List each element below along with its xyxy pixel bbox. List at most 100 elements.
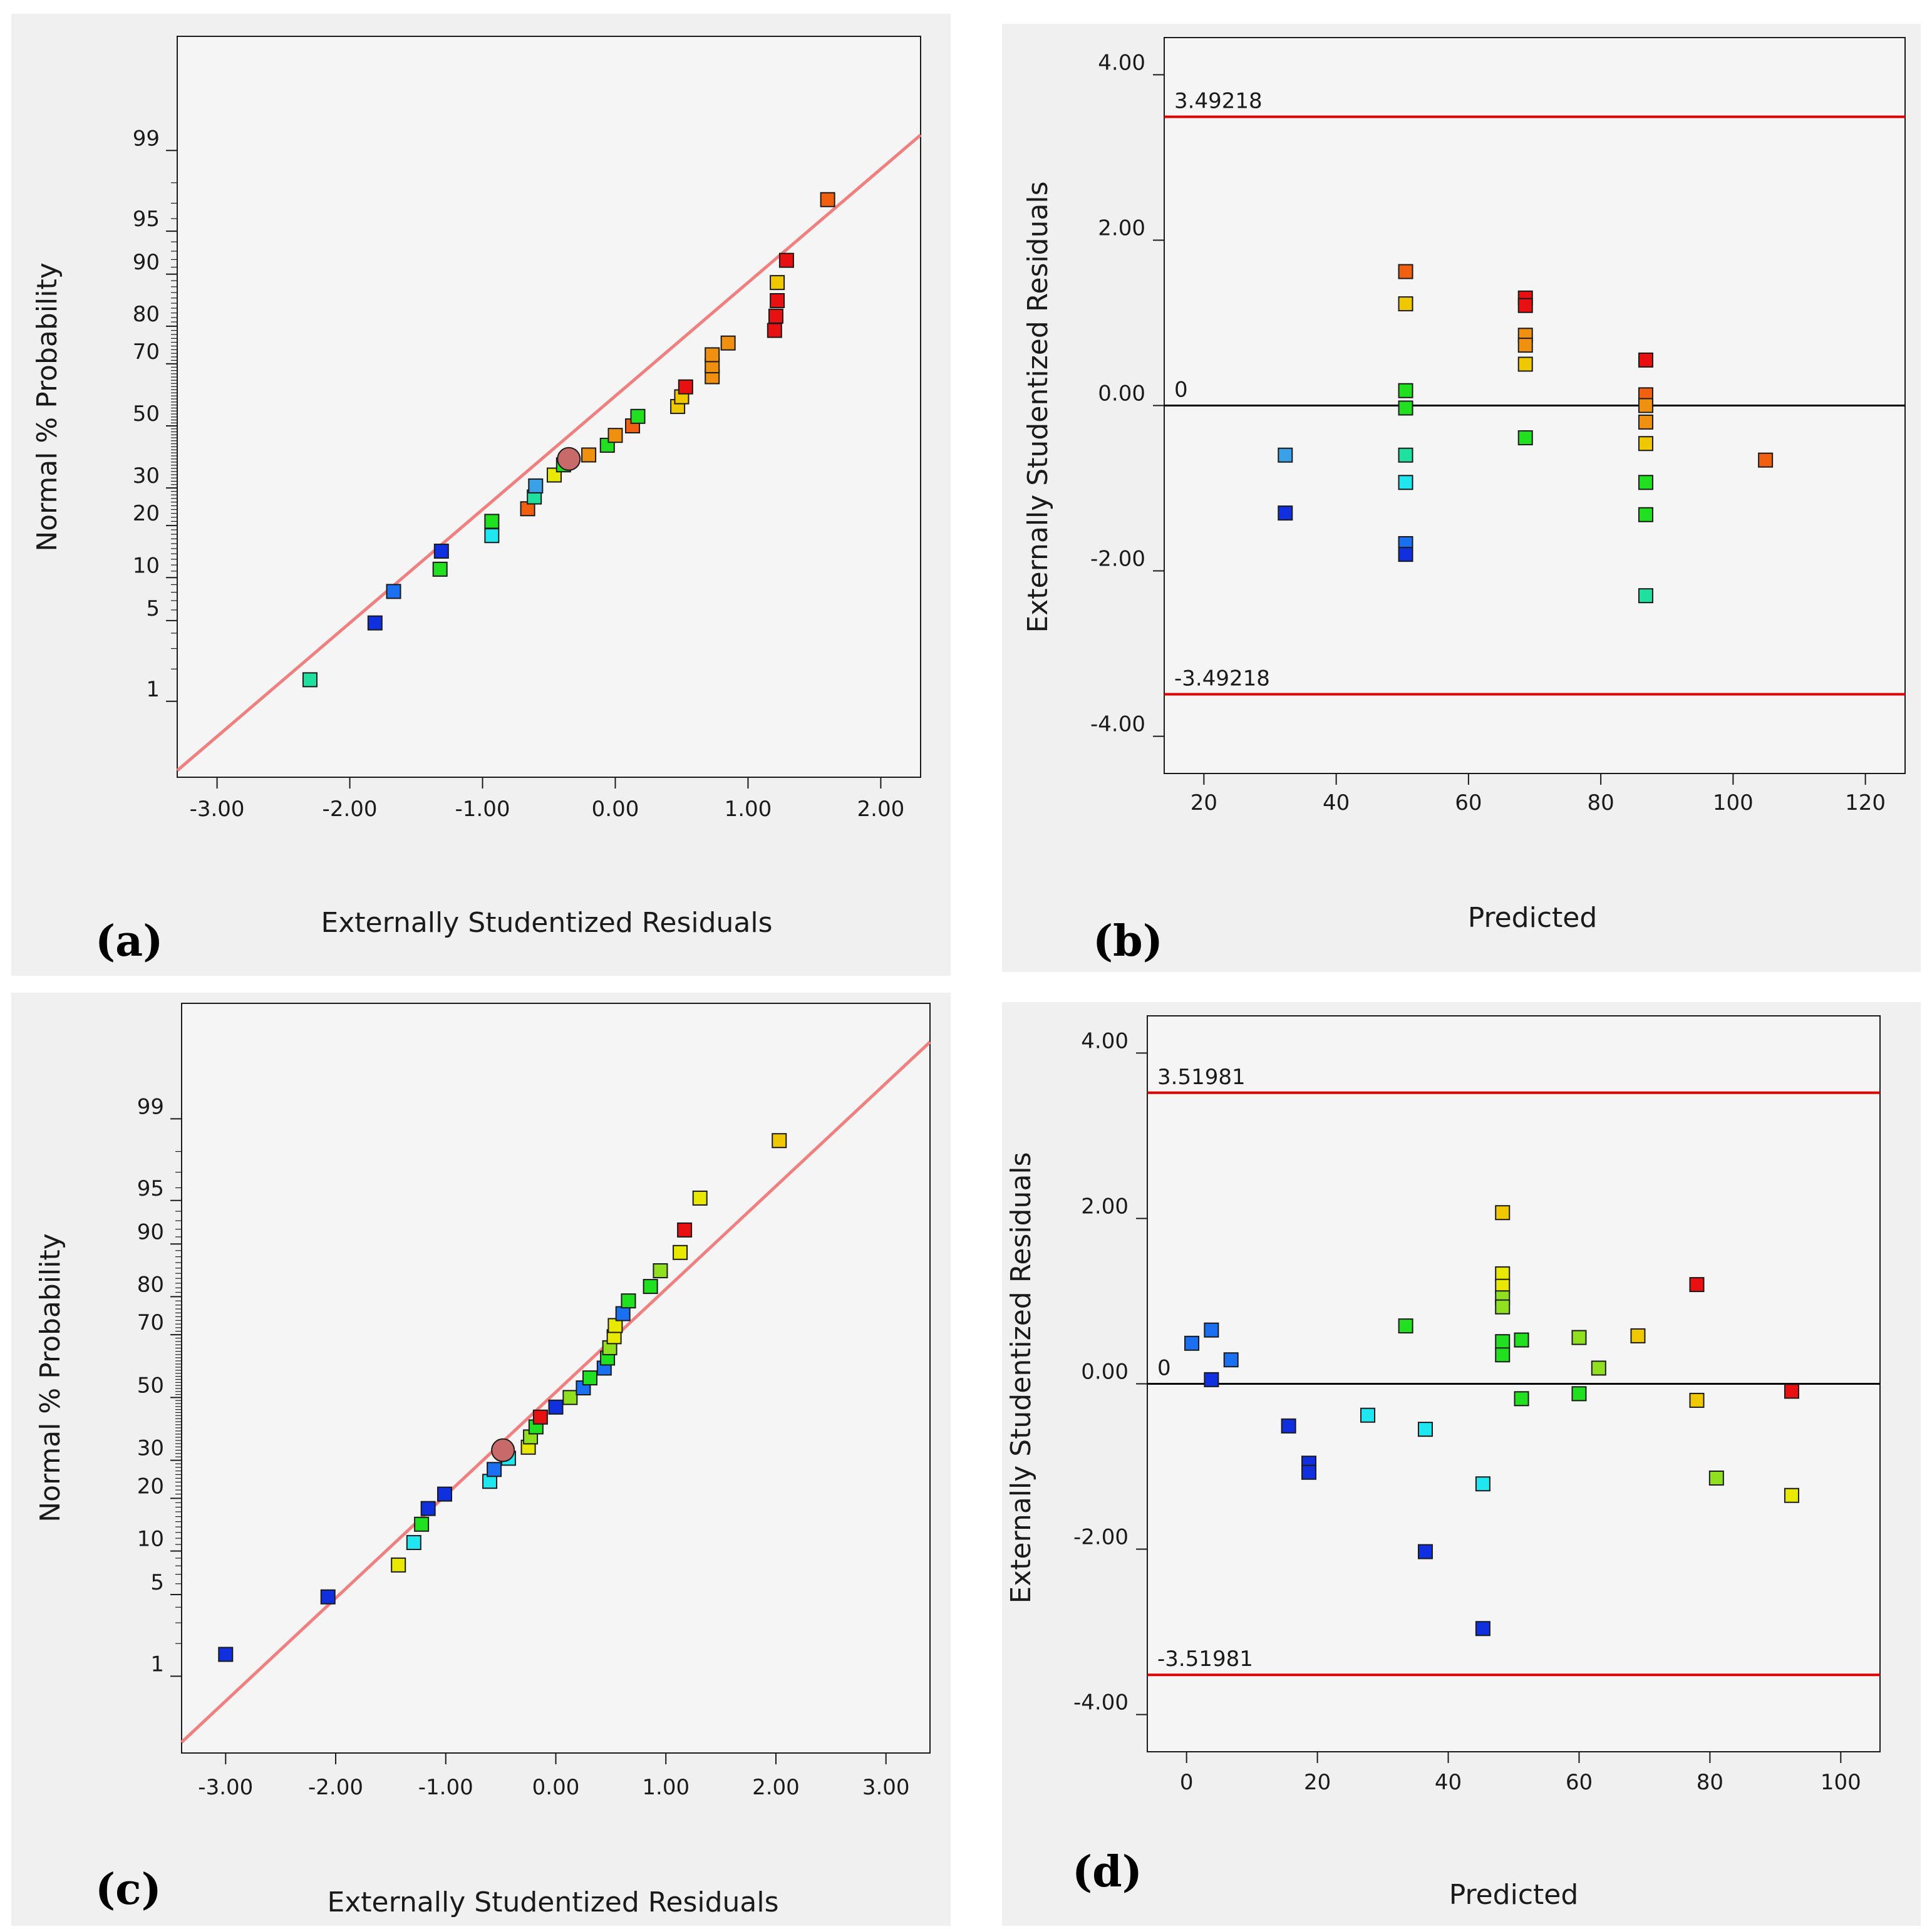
data-point [484,528,500,544]
y-tick-label: 2.00 [1081,1194,1129,1219]
data-point [320,1589,336,1605]
data-point [720,335,736,351]
data-point [1495,1334,1511,1350]
y-tick-label: 10 [133,553,160,578]
data-point [420,1501,436,1516]
x-tick-label: 60 [1566,1770,1593,1795]
data-point [433,544,449,559]
data-point [653,1263,668,1278]
x-tick-label: -1.00 [418,1775,473,1800]
panel-a-plot-area [177,36,921,778]
y-tick-label: 50 [133,401,160,427]
y-tick-label: 0.00 [1098,381,1145,406]
data-point [528,478,544,494]
panel-a: 1 5 10 20 30 50 70 80 90 95 99 -3.00 -2.00 -1.00 0.00… [11,14,951,976]
panel-b-points [1278,264,1774,604]
x-tick-label: 1.00 [642,1775,690,1800]
data-point [1514,1332,1529,1348]
data-point [1475,1621,1490,1637]
y-tick-label: 95 [133,207,160,232]
data-point [1784,1487,1799,1503]
data-point [1708,1471,1724,1486]
data-point [1517,297,1533,313]
y-tick-label: -4.00 [1090,712,1145,737]
x-tick-label: -1.00 [455,797,510,822]
panel-b-x-axis-label: Predicted [1468,902,1598,934]
data-point [1495,1347,1511,1363]
data-point [1495,1266,1511,1281]
data-point [1638,352,1653,368]
y-tick-label: 10 [137,1526,164,1551]
x-tick-label: 100 [1713,790,1754,815]
data-point [1278,447,1293,463]
panel-b-y-axis-label: Externally Studentized Residuals [1022,181,1054,633]
data-point [770,275,785,291]
data-point [1638,475,1653,490]
data-point [767,323,782,338]
y-tick-label: 30 [133,463,160,489]
data-point [1514,1391,1529,1407]
y-tick-label: 5 [146,596,160,621]
data-point [406,1534,421,1550]
x-tick-label: 3.00 [862,1775,910,1800]
data-point [484,514,500,529]
data-point [437,1486,453,1502]
y-tick-label: 30 [137,1436,164,1461]
y-tick-label: 80 [133,302,160,327]
panel-d-y-axis-label: Externally Studentized Residuals [1005,1152,1037,1603]
y-tick-label: 70 [133,339,160,365]
panel-c-x-axis-label: Externally Studentized Residuals [327,1886,778,1918]
panel-c-y-ticks: 1 5 10 20 30 50 70 80 90 95 99 [137,1094,182,1677]
data-point [1278,505,1293,521]
data-point [607,428,623,443]
data-point [1689,1277,1705,1293]
x-tick-label: 0.00 [592,797,639,822]
data-point [1517,338,1533,353]
data-point [692,1190,708,1206]
data-point [1638,507,1653,522]
data-point [302,672,318,688]
data-point [1204,1372,1219,1387]
data-point [1758,452,1774,468]
data-point [1398,447,1413,463]
panel-d-reference-lines: 3.51981 -3.51981 0 [1147,1065,1880,1677]
y-tick-label: 99 [137,1094,164,1119]
panel-c-median-marker [491,1438,515,1462]
data-point [1398,400,1413,416]
data-point [1398,296,1413,312]
y-tick-label: 0.00 [1081,1360,1129,1385]
data-point [582,1370,597,1386]
x-tick-label: 100 [1821,1770,1861,1795]
panel-b-x-ticks: 20 40 60 80 100 120 [1191,773,1886,815]
data-point [487,1462,502,1477]
x-tick-label: 60 [1455,790,1482,815]
data-point [615,1306,631,1321]
data-point [1495,1205,1511,1221]
data-point [820,192,835,207]
data-point [548,1399,564,1415]
panel-a-label: (a) [95,916,163,966]
data-point [218,1647,234,1662]
data-point [432,561,448,577]
data-point [1223,1352,1239,1368]
data-point [1571,1330,1587,1345]
y-tick-label: 70 [137,1310,164,1335]
x-tick-label: 0 [1180,1770,1194,1795]
data-point [1638,436,1653,452]
panel-c-points [218,1133,787,1662]
data-point [677,1222,693,1238]
x-tick-label: 80 [1587,790,1614,815]
lower-limit-label: -3.49218 [1174,666,1270,691]
data-point [772,1133,787,1149]
data-point [1517,356,1533,372]
data-point [1689,1392,1705,1408]
x-tick-label: 20 [1191,790,1217,815]
data-point [778,252,794,268]
x-tick-label: 40 [1435,1770,1462,1795]
y-tick-label: 90 [133,250,160,275]
panel-a-y-ticks: 1 5 10 20 30 50 70 80 90 95 99 [133,126,177,702]
y-tick-label: 20 [137,1474,164,1499]
x-tick-label: 1.00 [725,797,772,822]
data-point [678,379,693,395]
